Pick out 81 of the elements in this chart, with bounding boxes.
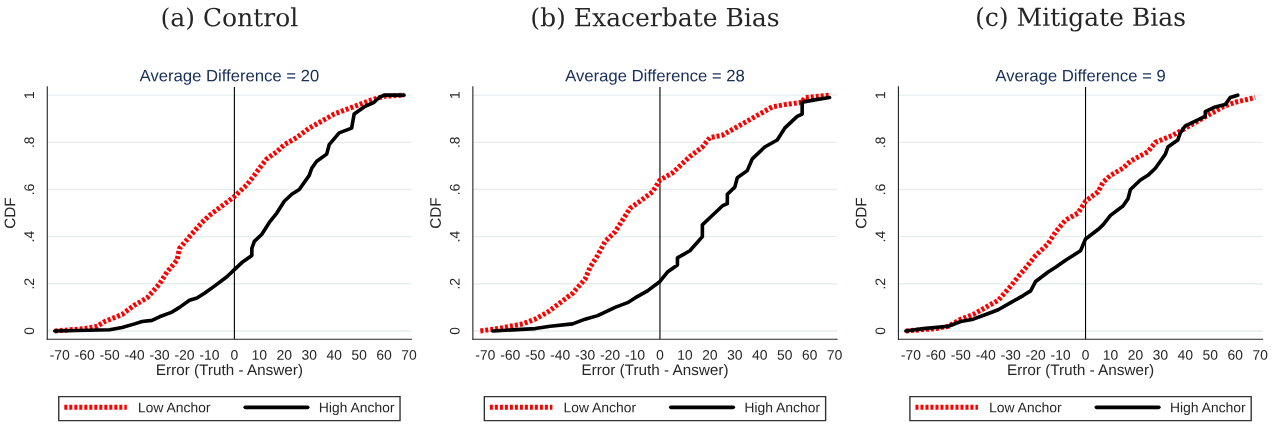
chart-title: (b) Exacerbate Bias [532,7,779,31]
x-tick-label: -60 [500,349,520,360]
legend-label: Low Anchor [990,402,1062,413]
x-tick-label: -10 [200,349,219,360]
x-tick-label: -10 [625,349,645,360]
chart-subtitle: Average Difference = 28 [565,69,745,85]
x-tick-label: -60 [75,349,95,360]
x-tick-label: 70 [402,349,417,360]
x-tick-label: -10 [1051,349,1071,360]
x-tick-label: 10 [252,349,267,360]
x-tick-label: -70 [475,349,495,360]
y-tick-label: .6 [875,184,886,195]
x-axis-title: Error (Truth - Answer) [157,363,303,379]
y-tick-label: .8 [24,137,35,147]
legend-label: High Anchor [1171,402,1246,416]
x-tick-label: 50 [777,349,792,360]
x-tick-label: 0 [231,349,238,360]
y-tick-label: 1 [24,91,34,98]
legend-label: High Anchor [745,402,820,416]
x-tick-label: -40 [976,349,996,360]
chart-title: (c) Mitigate Bias [977,6,1185,32]
x-tick-label: -40 [550,349,570,360]
x-tick-label: -70 [50,349,70,360]
y-tick-label: .2 [24,278,34,289]
y-tick-label: .8 [875,137,886,147]
x-tick-label: -30 [1001,349,1021,360]
x-tick-label: -20 [1026,349,1046,360]
x-tick-label: -20 [600,349,620,360]
x-tick-label: -20 [175,349,194,360]
legend-label: Low Anchor [139,402,211,413]
x-tick-label: 60 [377,349,392,360]
y-tick-label: .4 [450,231,460,242]
y-tick-label: 1 [450,91,460,98]
x-axis-title: Error (Truth - Answer) [582,363,728,379]
chart-subtitle: Average Difference = 9 [995,69,1165,85]
y-tick-label: .2 [875,278,886,289]
y-tick-label: .8 [449,137,460,147]
x-tick-label: 30 [1153,349,1168,360]
x-tick-label: 20 [277,349,292,360]
y-axis-title: CDF [430,197,441,228]
x-tick-label: 70 [1253,349,1268,360]
x-tick-label: -60 [926,349,946,360]
x-tick-label: 40 [1177,349,1193,360]
x-tick-label: 10 [1103,349,1118,360]
x-tick-label: 50 [351,349,367,360]
x-tick-label: 0 [656,349,664,360]
y-tick-label: 1 [875,91,886,98]
x-tick-label: 40 [326,349,342,360]
y-tick-label: .2 [449,278,460,289]
legend-label: High Anchor [319,402,395,416]
x-tick-label: -30 [575,349,595,360]
y-tick-label: 0 [24,327,35,335]
x-tick-label: 20 [702,349,718,360]
x-tick-label: 0 [1082,349,1089,360]
x-tick-label: -70 [901,349,921,360]
y-axis-title: CDF [855,197,867,228]
x-tick-label: -50 [951,349,971,360]
y-tick-label: .6 [24,184,35,195]
y-axis-title: CDF [4,197,16,228]
x-tick-label: -30 [150,349,170,360]
y-tick-label: .6 [449,184,460,195]
y-tick-label: 0 [449,327,460,335]
x-tick-label: -50 [525,349,545,360]
x-tick-label: 60 [1228,349,1243,360]
legend-label: Low Anchor [564,402,636,413]
x-tick-label: 50 [1203,349,1218,360]
chart-subtitle: Average Difference = 20 [139,69,319,85]
x-tick-label: -40 [125,349,145,360]
x-tick-label: 20 [1128,349,1143,360]
x-tick-label: 10 [678,349,693,360]
x-axis-title: Error (Truth - Answer) [1008,363,1154,379]
y-tick-label: .4 [24,231,34,242]
y-tick-label: 0 [875,327,886,335]
x-tick-label: -50 [100,349,120,360]
x-tick-label: 30 [727,349,742,360]
x-tick-label: 70 [827,349,842,360]
x-tick-label: 60 [802,349,817,360]
y-tick-label: .4 [875,231,886,242]
x-tick-label: 40 [752,349,767,360]
chart-title: (a) Control [162,7,298,31]
x-tick-label: 30 [302,349,317,360]
